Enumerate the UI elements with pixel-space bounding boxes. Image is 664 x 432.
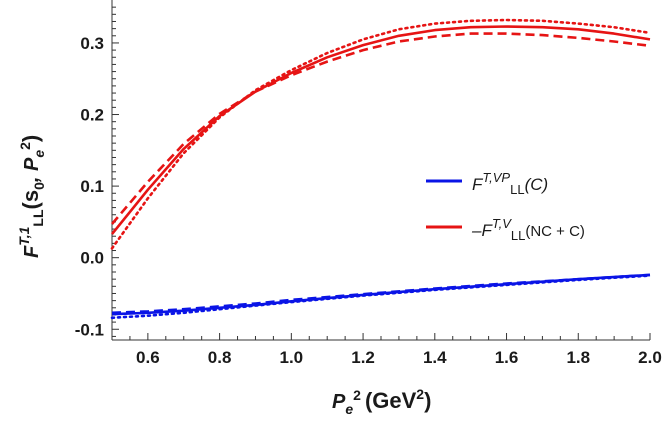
x-tick-label: 0.6 [136,348,160,367]
legend-label-blue: FT,VPLL(C) [472,170,548,197]
x-tick-label: 1.8 [566,348,590,367]
y-tick-label: 0.0 [80,249,104,268]
x-tick-label: 1.4 [423,348,447,367]
series-lines [110,18,652,320]
series-0-dotted-line [110,274,652,320]
y-tick-label: 0.3 [80,34,104,53]
series-1-dotted-line [110,18,652,250]
x-tick-label: 1.0 [280,348,304,367]
y-axis-label: FT,1LL(s0, Pe2) [16,135,47,258]
y-tick-label: -0.1 [75,320,104,339]
x-axis-label: Pe2 (GeV2) [332,386,431,417]
series-1-solid-line [110,25,651,235]
y-tick-label: 0.1 [80,177,104,196]
axes [111,0,650,341]
legend-label-red: –FT,VLL(NC + C) [471,216,585,243]
series-1-dashed-line [111,32,651,225]
ticks: 0.6 0.8 1.0 1.2 1.4 1.6 1.8 2.0 -0.1 0.0 0.1 0.2 0.3 [75,6,662,367]
x-tick-label: 0.8 [208,348,232,367]
x-tick-label: 1.2 [351,348,375,367]
legend: FT,VPLL(C) –FT,VLL(NC + C) [426,170,585,243]
series-0-dashed-line [111,273,651,315]
x-tick-label: 1.6 [495,348,519,367]
x-tick-label: 2.0 [638,348,662,367]
series-0-solid-line [111,273,651,316]
y-tick-label: 0.2 [80,106,104,125]
